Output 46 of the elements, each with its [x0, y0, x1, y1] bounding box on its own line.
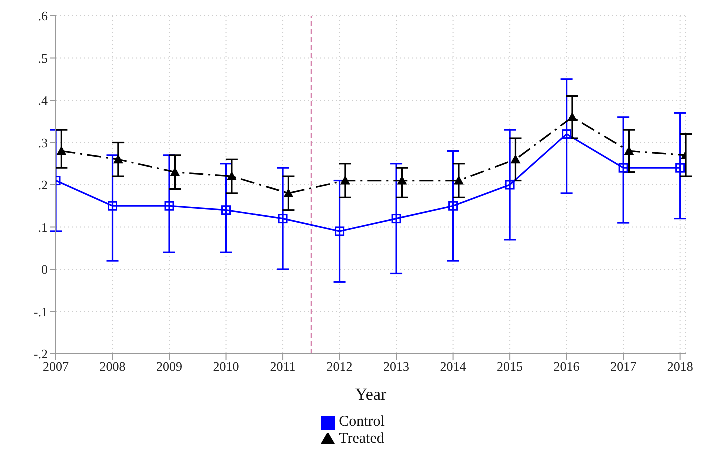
x-tick-label: 2015	[497, 359, 524, 374]
x-axis-title: Year	[355, 385, 387, 404]
point	[284, 188, 294, 198]
x-tick-label: 2013	[384, 359, 410, 374]
point	[340, 176, 350, 185]
y-tick-label: .2	[38, 178, 48, 193]
point	[624, 146, 634, 156]
y-tick-label: .6	[38, 8, 48, 24]
point	[56, 146, 67, 156]
point	[397, 176, 408, 185]
point	[562, 130, 572, 140]
x-tick-label: 2016	[554, 359, 580, 374]
x-tick-label: 2008	[100, 359, 126, 374]
point	[454, 176, 464, 185]
y-tick-label: .4	[38, 93, 48, 108]
x-tick-label: 2010	[213, 359, 240, 374]
x-tick-label: 2017	[610, 359, 638, 374]
point	[448, 201, 458, 211]
x-tick-label: 2009	[156, 359, 183, 374]
point	[505, 180, 515, 190]
y-tick-label: -.2	[34, 346, 48, 362]
point	[226, 172, 237, 181]
point	[170, 167, 180, 176]
point	[618, 163, 628, 173]
point	[113, 154, 124, 164]
point	[108, 201, 118, 211]
y-tick-label: .5	[38, 50, 48, 66]
point	[510, 154, 521, 164]
point	[567, 112, 578, 122]
y-tick-label: .1	[38, 220, 48, 235]
legend-label: Treated	[339, 431, 384, 447]
y-tick-label: -.1	[34, 304, 48, 320]
point	[676, 163, 686, 173]
x-tick-label: 2012	[326, 359, 353, 374]
y-tick-label: 0	[42, 262, 48, 278]
point	[335, 226, 345, 236]
x-tick-label: 2014	[440, 359, 467, 374]
legend-label: Control	[339, 414, 385, 430]
point	[278, 214, 288, 224]
x-tick-label: 2011	[270, 359, 296, 374]
point	[164, 201, 174, 211]
point	[392, 214, 402, 224]
x-tick-label: 2007	[43, 359, 70, 374]
point	[222, 206, 232, 216]
x-tick-label: 2018	[667, 359, 694, 374]
y-tick-label: .3	[38, 135, 48, 150]
